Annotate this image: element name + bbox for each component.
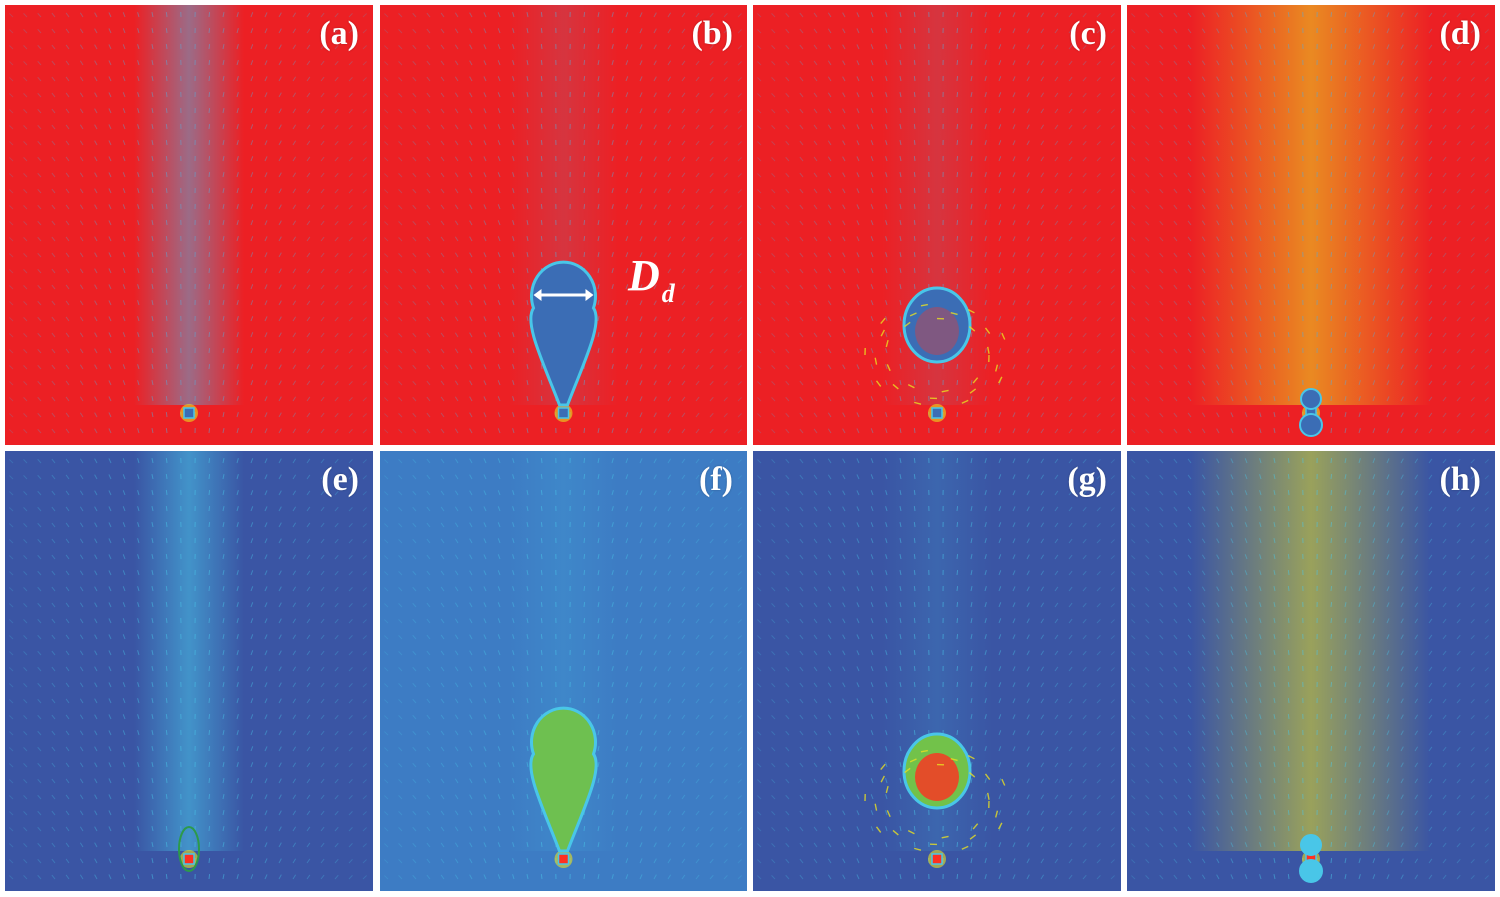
panel-d-label: (d): [1439, 15, 1481, 52]
panel-c-field: [753, 5, 1121, 445]
flow-plume: [134, 5, 244, 405]
new-bud-lower: [1299, 413, 1323, 437]
flow-plume: [1191, 5, 1431, 405]
panel-e-field: [5, 451, 373, 891]
velocity-vectors: [9, 457, 367, 880]
velocity-vectors: [1131, 11, 1489, 434]
nozzle: [931, 853, 943, 865]
panel-g-label: (g): [1067, 461, 1107, 498]
nozzle: [931, 407, 943, 419]
panel-a: (a): [5, 5, 373, 445]
droplet-diameter-label: Dd: [628, 250, 675, 309]
flow-plume: [134, 451, 244, 851]
droplet-diameter-subscript: d: [661, 279, 675, 308]
recirculation-vectors: [864, 303, 1006, 405]
nozzle: [183, 407, 195, 419]
nozzle: [557, 853, 570, 865]
velocity-vectors: [757, 457, 1115, 880]
panel-a-field: [5, 5, 373, 445]
panel-b-field: [380, 5, 747, 445]
panel-d-field: [1127, 5, 1495, 445]
new-bud-lower: [1299, 859, 1323, 883]
velocity-vectors: [9, 11, 367, 434]
new-bud-upper: [1300, 834, 1322, 856]
new-bud-upper: [1300, 388, 1322, 410]
panel-a-label: (a): [319, 15, 359, 52]
panel-g-field: [753, 451, 1121, 891]
detached-droplet: [902, 286, 972, 364]
panel-f-field: [380, 451, 747, 891]
panel-h-field: [1127, 451, 1495, 891]
panel-e: (e): [5, 451, 373, 891]
nozzle: [557, 407, 570, 419]
panel-b-label: (b): [691, 15, 733, 52]
panel-f: (f): [380, 451, 747, 891]
nozzle: [183, 853, 195, 865]
velocity-vectors: [1131, 457, 1489, 880]
flow-plume: [1191, 451, 1431, 851]
panel-f-label: (f): [699, 461, 733, 498]
droplet-teardrop: [529, 706, 598, 853]
panel-e-label: (e): [321, 461, 359, 498]
pinch-neck: [178, 826, 200, 872]
panel-c-label: (c): [1069, 15, 1107, 52]
droplet-teardrop: [529, 260, 598, 407]
panel-h: (h): [1127, 451, 1495, 891]
recirculation-vectors: [864, 749, 1006, 851]
panel-h-label: (h): [1439, 461, 1481, 498]
droplet-core: [915, 753, 959, 801]
panel-b: (b) Dd: [380, 5, 747, 445]
droplet-core: [915, 307, 959, 355]
panel-d: (d): [1127, 5, 1495, 445]
panel-g: (g): [753, 451, 1121, 891]
droplet-diameter-symbol: D: [628, 251, 660, 300]
velocity-vectors: [757, 11, 1115, 434]
panel-c: (c): [753, 5, 1121, 445]
